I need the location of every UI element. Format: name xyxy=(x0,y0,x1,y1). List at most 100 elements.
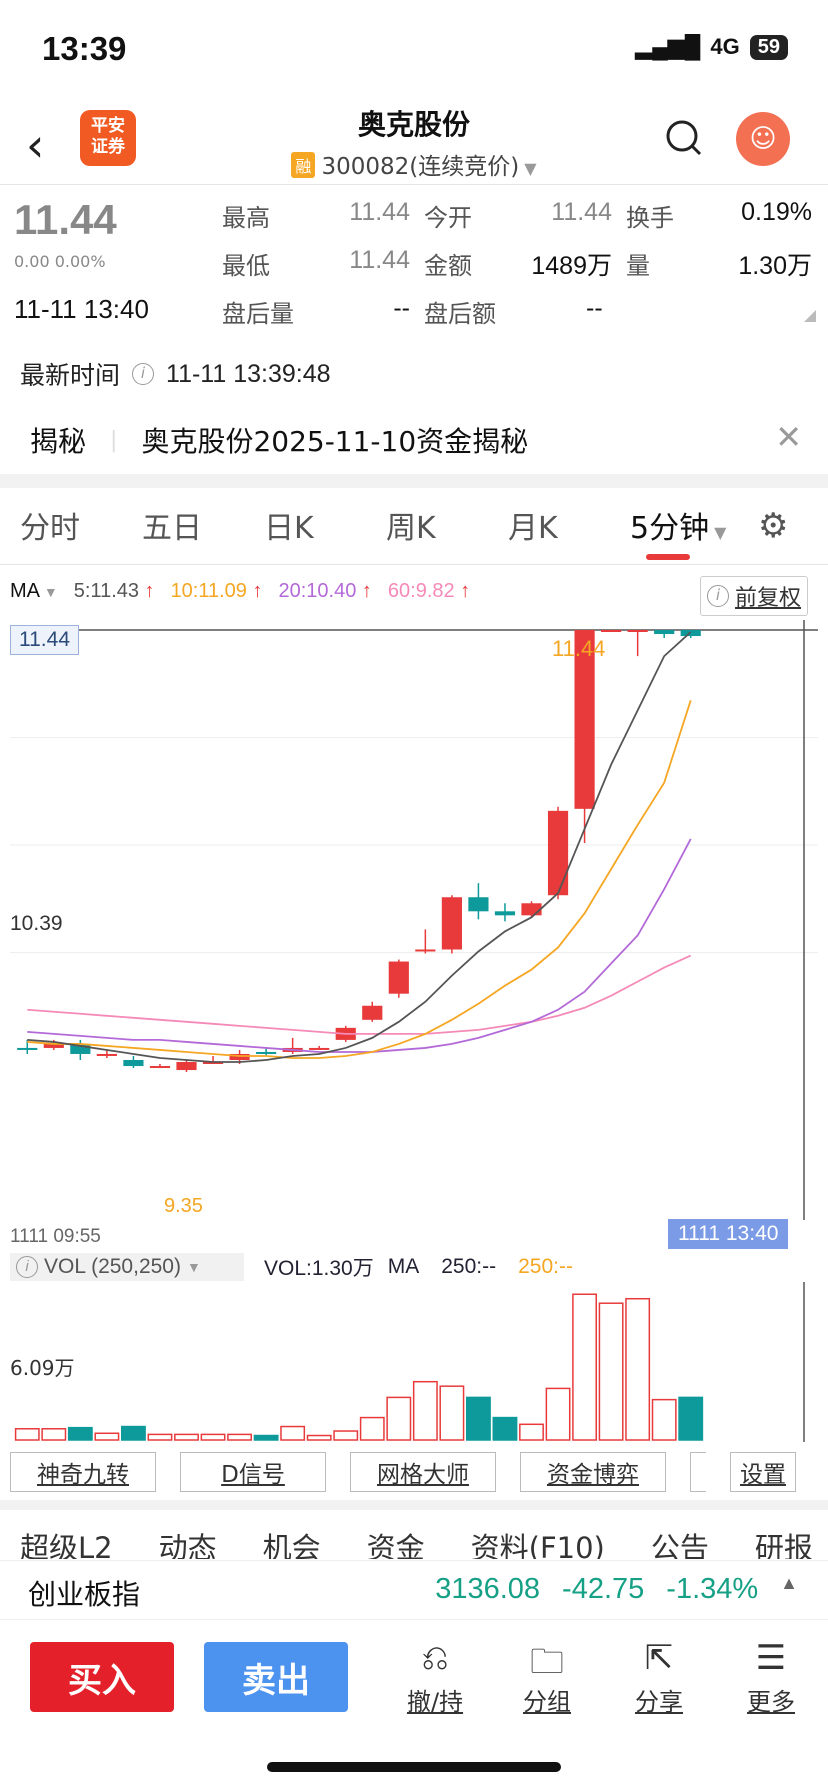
candle xyxy=(123,1060,144,1067)
volume-bar xyxy=(253,1434,279,1441)
tool-more[interactable] xyxy=(690,1452,706,1492)
tab-fenshi[interactable]: 分时 xyxy=(20,511,80,546)
subtab-f10[interactable]: 资料(F10) xyxy=(470,1531,605,1559)
network-label: 4G xyxy=(710,34,740,59)
chevron-down-icon: ▼ xyxy=(709,523,727,542)
avatar[interactable]: ☺ xyxy=(736,112,790,166)
candle xyxy=(601,630,622,632)
candle xyxy=(96,1053,117,1056)
volume-bar xyxy=(651,1398,677,1441)
more-button[interactable]: ☰ 更多 xyxy=(726,1638,816,1717)
volume-bar xyxy=(572,1293,598,1441)
value-turnover: 0.19% xyxy=(741,198,812,226)
tab-day-k[interactable]: 日K xyxy=(264,511,314,546)
tab-week-k[interactable]: 周K xyxy=(386,511,436,546)
chevron-up-icon[interactable]: ▲ xyxy=(780,1573,798,1593)
candle xyxy=(415,949,436,952)
volume-bar xyxy=(678,1396,704,1441)
section-separator xyxy=(0,1500,828,1510)
ma60-value: 60:9.82 ↑ xyxy=(387,580,471,602)
battery-icon: 59 xyxy=(749,34,788,60)
label-amount: 金额 xyxy=(424,252,472,280)
latest-time-row: 最新时间 i 11-11 13:39:48 xyxy=(20,356,331,392)
sub-tabs: 超级L2 动态 机会 资金 资料(F10) 公告 研报 xyxy=(20,1525,813,1559)
search-icon[interactable] xyxy=(664,118,704,158)
tool-settings[interactable]: 设置 xyxy=(730,1452,796,1492)
subtab-chance[interactable]: 机会 xyxy=(262,1531,321,1559)
high-label: 11.44 xyxy=(552,636,606,661)
quote-datetime: 11-11 13:40 xyxy=(14,294,149,324)
close-icon[interactable]: ✕ xyxy=(775,418,802,456)
tool-bar: 神奇九转 D信号 网格大师 资金博弈 设置 xyxy=(10,1452,818,1492)
bottom-action-bar: 买入 卖出 ⎌ 撤/持 🗀 分组 ⇱ 分享 ☰ 更多 xyxy=(0,1630,828,1730)
volume-bar xyxy=(333,1430,359,1441)
tab-5min[interactable]: 5分钟 ▼ xyxy=(630,511,727,546)
volume-bar xyxy=(519,1423,544,1441)
subtab-dynamic[interactable]: 动态 xyxy=(158,1531,217,1559)
status-time: 13:39 xyxy=(42,30,127,67)
folder-icon: 🗀 xyxy=(530,1642,564,1682)
ma20-line xyxy=(27,838,692,1053)
separator: | xyxy=(110,427,118,453)
menu-icon: ☰ xyxy=(755,1638,787,1678)
back-icon[interactable]: ‹ xyxy=(26,118,45,172)
subtab-report[interactable]: 研报 xyxy=(754,1531,813,1559)
buy-button[interactable]: 买入 xyxy=(30,1642,174,1712)
value-low: 11.44 xyxy=(349,246,410,274)
price-change: 0.00 0.00% xyxy=(14,252,106,271)
candle xyxy=(441,897,462,950)
value-high: 11.44 xyxy=(349,198,410,226)
label-low: 最低 xyxy=(222,252,270,280)
volume-bar xyxy=(598,1302,624,1441)
candle xyxy=(202,1062,224,1065)
sell-button[interactable]: 卖出 xyxy=(204,1642,348,1712)
tool-nine-turn[interactable]: 神奇九转 xyxy=(10,1452,156,1492)
label-after-amount: 盘后额 xyxy=(424,300,496,328)
kline-chart[interactable] xyxy=(10,620,818,1220)
volume-bar xyxy=(465,1396,491,1441)
tool-fund-game[interactable]: 资金博弈 xyxy=(520,1452,666,1492)
volume-bar xyxy=(359,1416,385,1441)
tool-d-signal[interactable]: D信号 xyxy=(180,1452,326,1492)
subtab-l2[interactable]: 超级L2 xyxy=(20,1531,113,1559)
volume-selector[interactable]: i VOL (250,250) ▼ xyxy=(10,1253,244,1281)
volume-bar xyxy=(625,1297,651,1441)
expand-corner-icon[interactable] xyxy=(804,310,816,322)
tool-grid-master[interactable]: 网格大师 xyxy=(350,1452,496,1492)
candle xyxy=(388,961,409,994)
subtab-fund[interactable]: 资金 xyxy=(366,1531,425,1559)
subtab-notice[interactable]: 公告 xyxy=(650,1531,709,1559)
adjust-button[interactable]: i 前复权 xyxy=(700,576,809,616)
ma-label[interactable]: MA ▼ xyxy=(10,580,58,602)
cancel-hold-button[interactable]: ⎌ 撤/持 xyxy=(390,1638,480,1717)
y-axis-mid-label: 10.39 xyxy=(10,912,63,935)
volume-bar xyxy=(41,1428,67,1441)
volume-legend: i VOL (250,250) ▼ VOL:1.30万 MA 250:-- 250:… xyxy=(10,1252,818,1282)
ma5-line xyxy=(27,631,692,1063)
candle xyxy=(70,1043,91,1054)
ma5-value: 5:11.43 ↑ xyxy=(73,580,155,602)
time-cursor-tag: 1111 13:40 xyxy=(668,1219,789,1249)
info-icon[interactable]: i xyxy=(132,363,155,385)
group-button[interactable]: 🗀 分组 xyxy=(502,1638,592,1717)
label-high: 最高 xyxy=(222,204,270,232)
gear-icon[interactable]: ⚙ xyxy=(758,506,789,546)
volume-bar xyxy=(545,1387,571,1441)
reveal-text: 奥克股份2025-11-10资金揭秘 xyxy=(141,425,529,458)
share-icon: ⇱ xyxy=(644,1638,674,1678)
tab-five-day[interactable]: 五日 xyxy=(142,511,202,546)
tab-month-k[interactable]: 月K xyxy=(508,511,558,546)
volume-bar xyxy=(174,1433,199,1441)
index-ticker[interactable]: 创业板指 3136.08 -42.75 -1.34% ▲ xyxy=(0,1560,828,1620)
volume-axis-label: 6.09万 xyxy=(10,1356,75,1380)
volume-bar xyxy=(147,1433,173,1441)
value-volume: 1.30万 xyxy=(738,252,812,280)
stock-code[interactable]: 融 300082(连续竞价) ▼ xyxy=(0,147,828,181)
info-icon: i xyxy=(707,585,729,607)
candle xyxy=(627,630,648,632)
share-button[interactable]: ⇱ 分享 xyxy=(614,1638,704,1717)
reveal-banner[interactable]: 揭秘 | 奥克股份2025-11-10资金揭秘 xyxy=(30,420,528,460)
volume-chart[interactable] xyxy=(10,1282,818,1442)
volume-bar xyxy=(386,1396,412,1441)
index-values: 3136.08 -42.75 -1.34% ▲ xyxy=(435,1573,798,1606)
